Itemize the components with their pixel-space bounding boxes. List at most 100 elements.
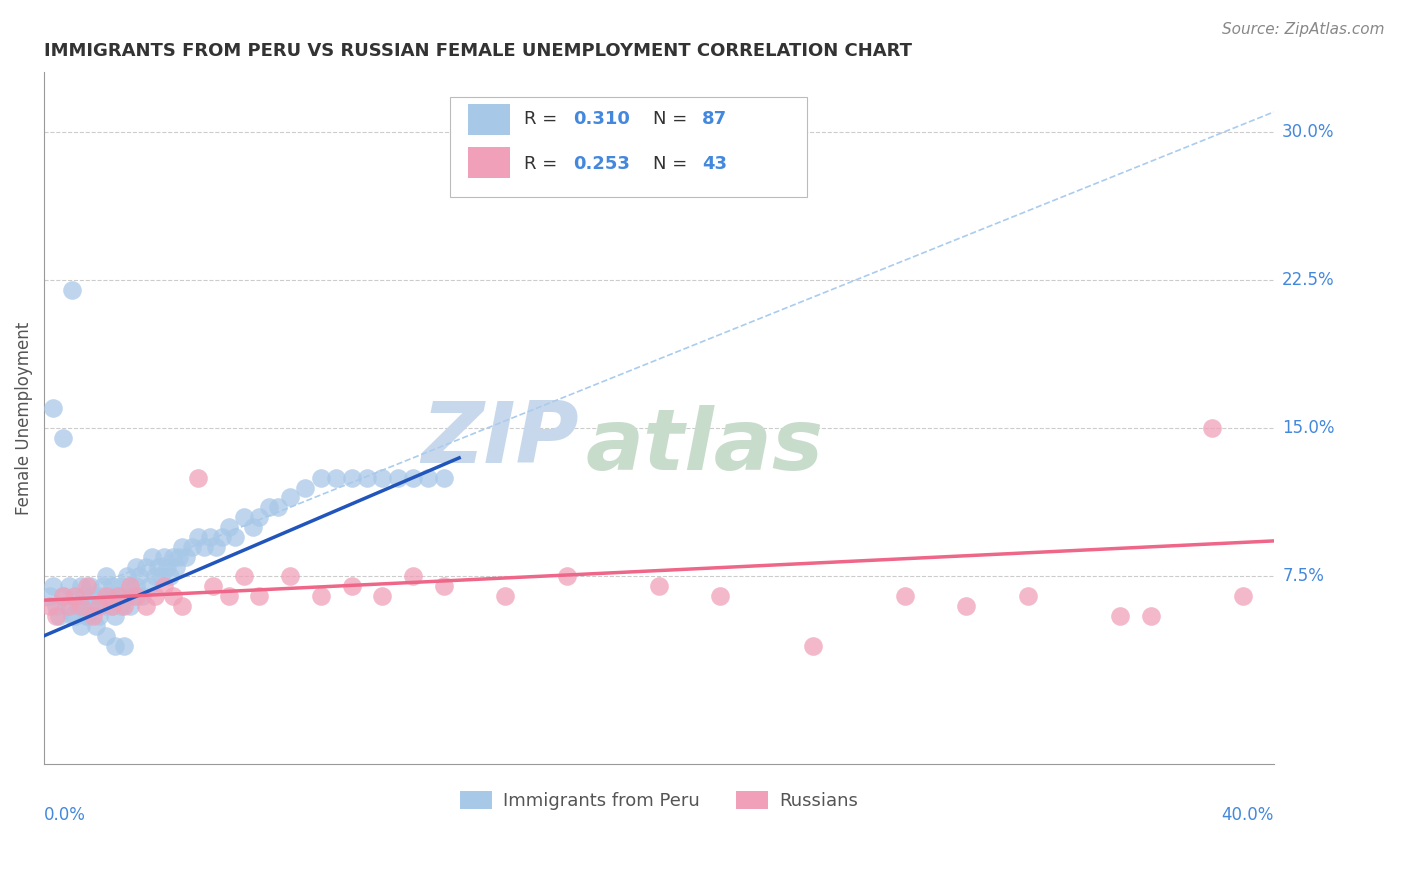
Point: [187, 530, 209, 544]
Point: [82, 589, 104, 603]
Text: 0.0%: 0.0%: [44, 805, 86, 824]
Point: [278, 569, 301, 583]
Point: [433, 579, 456, 593]
Point: [112, 599, 135, 614]
Point: [135, 599, 157, 614]
Point: [153, 549, 176, 564]
Point: [143, 569, 166, 583]
Point: [165, 559, 187, 574]
Point: [97, 589, 120, 603]
FancyBboxPatch shape: [468, 104, 510, 135]
Point: [257, 500, 280, 515]
Point: [76, 579, 98, 593]
Point: [162, 549, 184, 564]
Point: [172, 599, 194, 614]
Point: [153, 579, 176, 593]
Point: [202, 579, 225, 593]
Point: [120, 579, 142, 593]
FancyBboxPatch shape: [450, 96, 807, 197]
Point: [104, 609, 127, 624]
Point: [94, 629, 117, 643]
Point: [94, 599, 117, 614]
Point: [433, 470, 456, 484]
Point: [39, 589, 62, 603]
Point: [94, 569, 117, 583]
Text: Source: ZipAtlas.com: Source: ZipAtlas.com: [1222, 22, 1385, 37]
Point: [89, 589, 111, 603]
Point: [79, 579, 101, 593]
Point: [45, 599, 67, 614]
Point: [70, 599, 93, 614]
Point: [63, 609, 86, 624]
Point: [247, 510, 270, 524]
Point: [110, 599, 132, 614]
Point: [120, 599, 142, 614]
Text: 22.5%: 22.5%: [1282, 271, 1334, 289]
Point: [218, 520, 240, 534]
Point: [340, 470, 363, 484]
Point: [125, 589, 148, 603]
Text: atlas: atlas: [585, 404, 824, 488]
Point: [1017, 589, 1039, 603]
Text: 0.310: 0.310: [572, 111, 630, 128]
Point: [94, 589, 117, 603]
Point: [187, 470, 209, 484]
Point: [1140, 609, 1163, 624]
Point: [169, 549, 191, 564]
Point: [89, 609, 111, 624]
Point: [309, 589, 332, 603]
Point: [180, 540, 202, 554]
Point: [211, 530, 233, 544]
Point: [73, 589, 96, 603]
Point: [193, 540, 215, 554]
Point: [128, 569, 150, 583]
Point: [131, 589, 153, 603]
Point: [555, 569, 578, 583]
Point: [63, 589, 86, 603]
Point: [100, 599, 122, 614]
Point: [1232, 589, 1254, 603]
Point: [104, 639, 127, 653]
Point: [122, 589, 145, 603]
Text: R =: R =: [523, 154, 562, 173]
Point: [76, 609, 98, 624]
Point: [156, 559, 179, 574]
Point: [232, 510, 254, 524]
Text: ZIP: ZIP: [422, 398, 579, 481]
Point: [371, 470, 394, 484]
Point: [39, 599, 62, 614]
FancyBboxPatch shape: [468, 147, 510, 178]
Point: [70, 619, 93, 633]
Point: [309, 470, 332, 484]
Point: [107, 589, 129, 603]
Point: [247, 589, 270, 603]
Point: [801, 639, 824, 653]
Text: IMMIGRANTS FROM PERU VS RUSSIAN FEMALE UNEMPLOYMENT CORRELATION CHART: IMMIGRANTS FROM PERU VS RUSSIAN FEMALE U…: [44, 42, 912, 60]
Point: [955, 599, 977, 614]
Text: N =: N =: [652, 154, 693, 173]
Point: [107, 589, 129, 603]
Point: [146, 559, 169, 574]
Point: [205, 540, 228, 554]
Point: [86, 599, 108, 614]
Point: [51, 589, 73, 603]
Point: [45, 609, 67, 624]
Point: [60, 283, 83, 297]
Point: [66, 599, 89, 614]
Text: 40.0%: 40.0%: [1222, 805, 1274, 824]
Point: [42, 401, 65, 416]
Point: [340, 579, 363, 593]
Point: [198, 530, 221, 544]
Point: [418, 470, 440, 484]
Point: [60, 609, 83, 624]
Point: [294, 481, 316, 495]
Point: [242, 520, 264, 534]
Point: [149, 569, 172, 583]
Point: [494, 589, 516, 603]
Text: 43: 43: [702, 154, 727, 173]
Point: [63, 589, 86, 603]
Point: [224, 530, 246, 544]
Point: [402, 470, 425, 484]
Text: 7.5%: 7.5%: [1282, 567, 1324, 585]
Point: [42, 579, 65, 593]
